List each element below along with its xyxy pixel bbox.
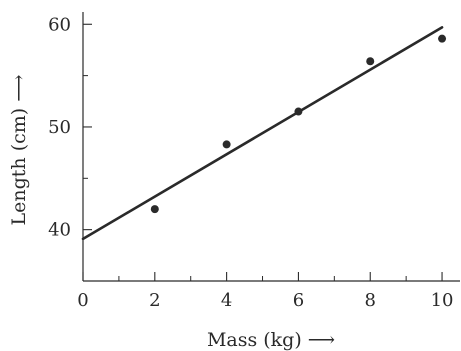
x-tick-label: 6 bbox=[293, 290, 304, 311]
ticks bbox=[82, 23, 443, 281]
data-point bbox=[294, 107, 303, 116]
x-tick-label: 0 bbox=[77, 290, 88, 311]
y-tick-label: 40 bbox=[48, 220, 71, 241]
axes bbox=[82, 12, 460, 282]
x-tick-label: 10 bbox=[431, 290, 454, 311]
regression-line bbox=[81, 26, 444, 241]
y-axis-label: Length (cm) ⟶ bbox=[8, 75, 30, 226]
data-point bbox=[150, 205, 159, 214]
data-points bbox=[150, 34, 447, 214]
data-point bbox=[366, 57, 375, 66]
data-point bbox=[438, 34, 447, 43]
tick-labels: 0 2 4 6 8 10 40 50 60 bbox=[48, 14, 453, 311]
data-point bbox=[222, 140, 231, 149]
x-tick-label: 8 bbox=[365, 290, 376, 311]
y-tick-label: 60 bbox=[48, 14, 71, 35]
y-tick-label: 50 bbox=[48, 117, 71, 138]
x-tick-label: 4 bbox=[221, 290, 232, 311]
x-tick-label: 2 bbox=[149, 290, 160, 311]
x-axis-label: Mass (kg) ⟶ bbox=[207, 329, 335, 351]
fit-line-group bbox=[81, 26, 444, 241]
